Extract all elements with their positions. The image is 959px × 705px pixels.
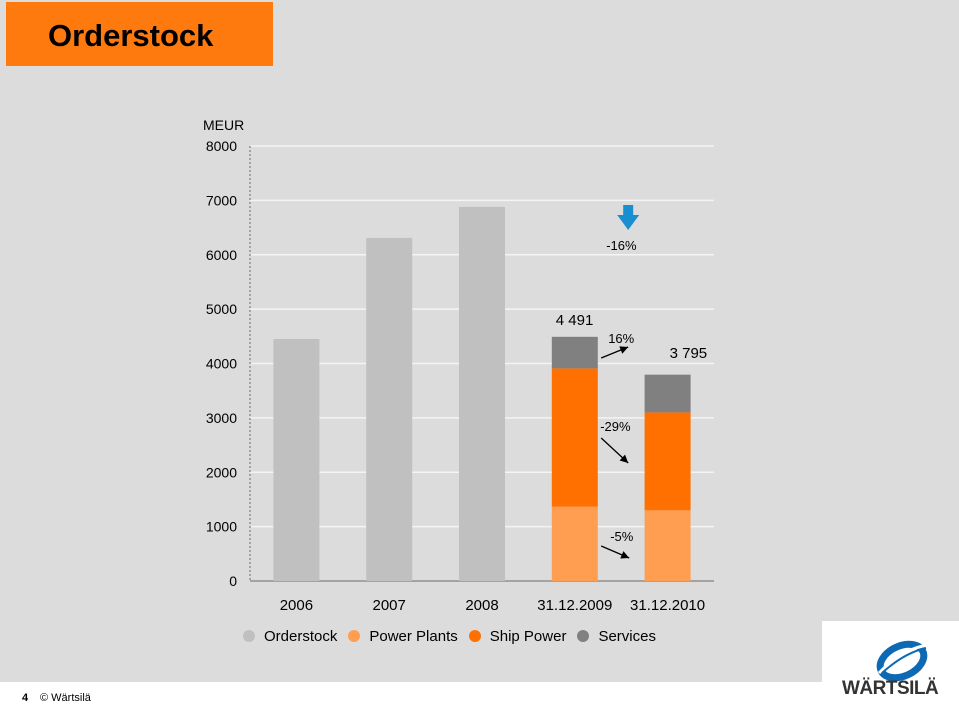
page-number: 4 [22, 692, 29, 704]
legend-item: Services [574, 628, 656, 645]
legend-item: Power Plants [345, 627, 458, 645]
legend-swatch [348, 630, 361, 642]
services-change-arrow-icon [600, 346, 629, 359]
y-tick-label: 4000 [206, 356, 237, 372]
bar-ship-power [551, 368, 598, 507]
y-axis-unit-label: MEUR [203, 117, 244, 133]
legend-label: Services [598, 627, 656, 645]
y-tick-label: 6000 [206, 247, 237, 263]
chart-legend: Orderstock Power Plants Ship Power Services [240, 626, 664, 646]
x-tick-label: 2008 [465, 597, 498, 614]
title-bar: Orderstock [6, 2, 273, 66]
bar-services [551, 336, 598, 369]
bar-power-plants [644, 510, 691, 581]
legend-swatch [243, 630, 255, 642]
blue-down-arrow-icon [617, 205, 640, 230]
x-tick-label: 31.12.2009 [537, 597, 612, 614]
total-change-label: -16% [606, 238, 637, 253]
legend-item: Ship Power [466, 627, 567, 645]
x-tick-label: 2007 [373, 597, 406, 614]
arrow-tip [619, 346, 629, 354]
power-plants-change-label: -5% [610, 529, 634, 544]
arrow-head [617, 215, 640, 230]
bar-orderstock [366, 237, 413, 582]
y-tick-label: 1000 [206, 519, 237, 535]
logo-wordmark: WÄRTSILÄ [842, 678, 939, 699]
y-tick-label: 2000 [206, 464, 237, 480]
services-change-label: 16% [608, 331, 634, 346]
arrow-shaft [623, 205, 634, 217]
y-tick-label: 0 [229, 573, 237, 589]
bar-ship-power [644, 412, 691, 511]
legend-label: Power Plants [369, 627, 458, 645]
legend-swatch [577, 630, 590, 642]
ship-power-change-label: -29% [600, 419, 631, 434]
total-label-2010: 3 795 [670, 345, 708, 362]
legend-label: Ship Power [489, 627, 567, 645]
orderstock-chart: MEUR 0 1000 2000 3000 4000 5000 6000 7000 8000 2… [203, 117, 714, 614]
bar-orderstock [459, 206, 505, 581]
bar-orderstock [273, 339, 320, 581]
ship-power-change-arrow-icon [600, 437, 629, 464]
legend-label: Orderstock [264, 627, 338, 645]
arrow-tip [619, 454, 629, 463]
power-plants-change-arrow-icon [600, 545, 630, 559]
bar-power-plants [551, 506, 598, 581]
logo-panel: WÄRTSILÄ [822, 621, 959, 705]
bar-services [644, 374, 691, 413]
y-tick-label: 8000 [206, 138, 237, 154]
y-tick-label: 7000 [206, 192, 237, 208]
y-tick-label: 5000 [206, 301, 237, 317]
legend-item: Orderstock [240, 628, 337, 645]
x-tick-label: 2006 [280, 597, 313, 614]
total-label-2009: 4 491 [556, 312, 594, 329]
arrow-tip [620, 551, 630, 559]
page-title: Orderstock [48, 18, 214, 53]
legend-swatch [468, 630, 481, 642]
copyright-text: © Wärtsilä [40, 692, 91, 704]
y-tick-label: 3000 [206, 410, 237, 426]
x-tick-label: 31.12.2010 [630, 597, 705, 614]
wartsila-logo-icon [876, 640, 929, 682]
